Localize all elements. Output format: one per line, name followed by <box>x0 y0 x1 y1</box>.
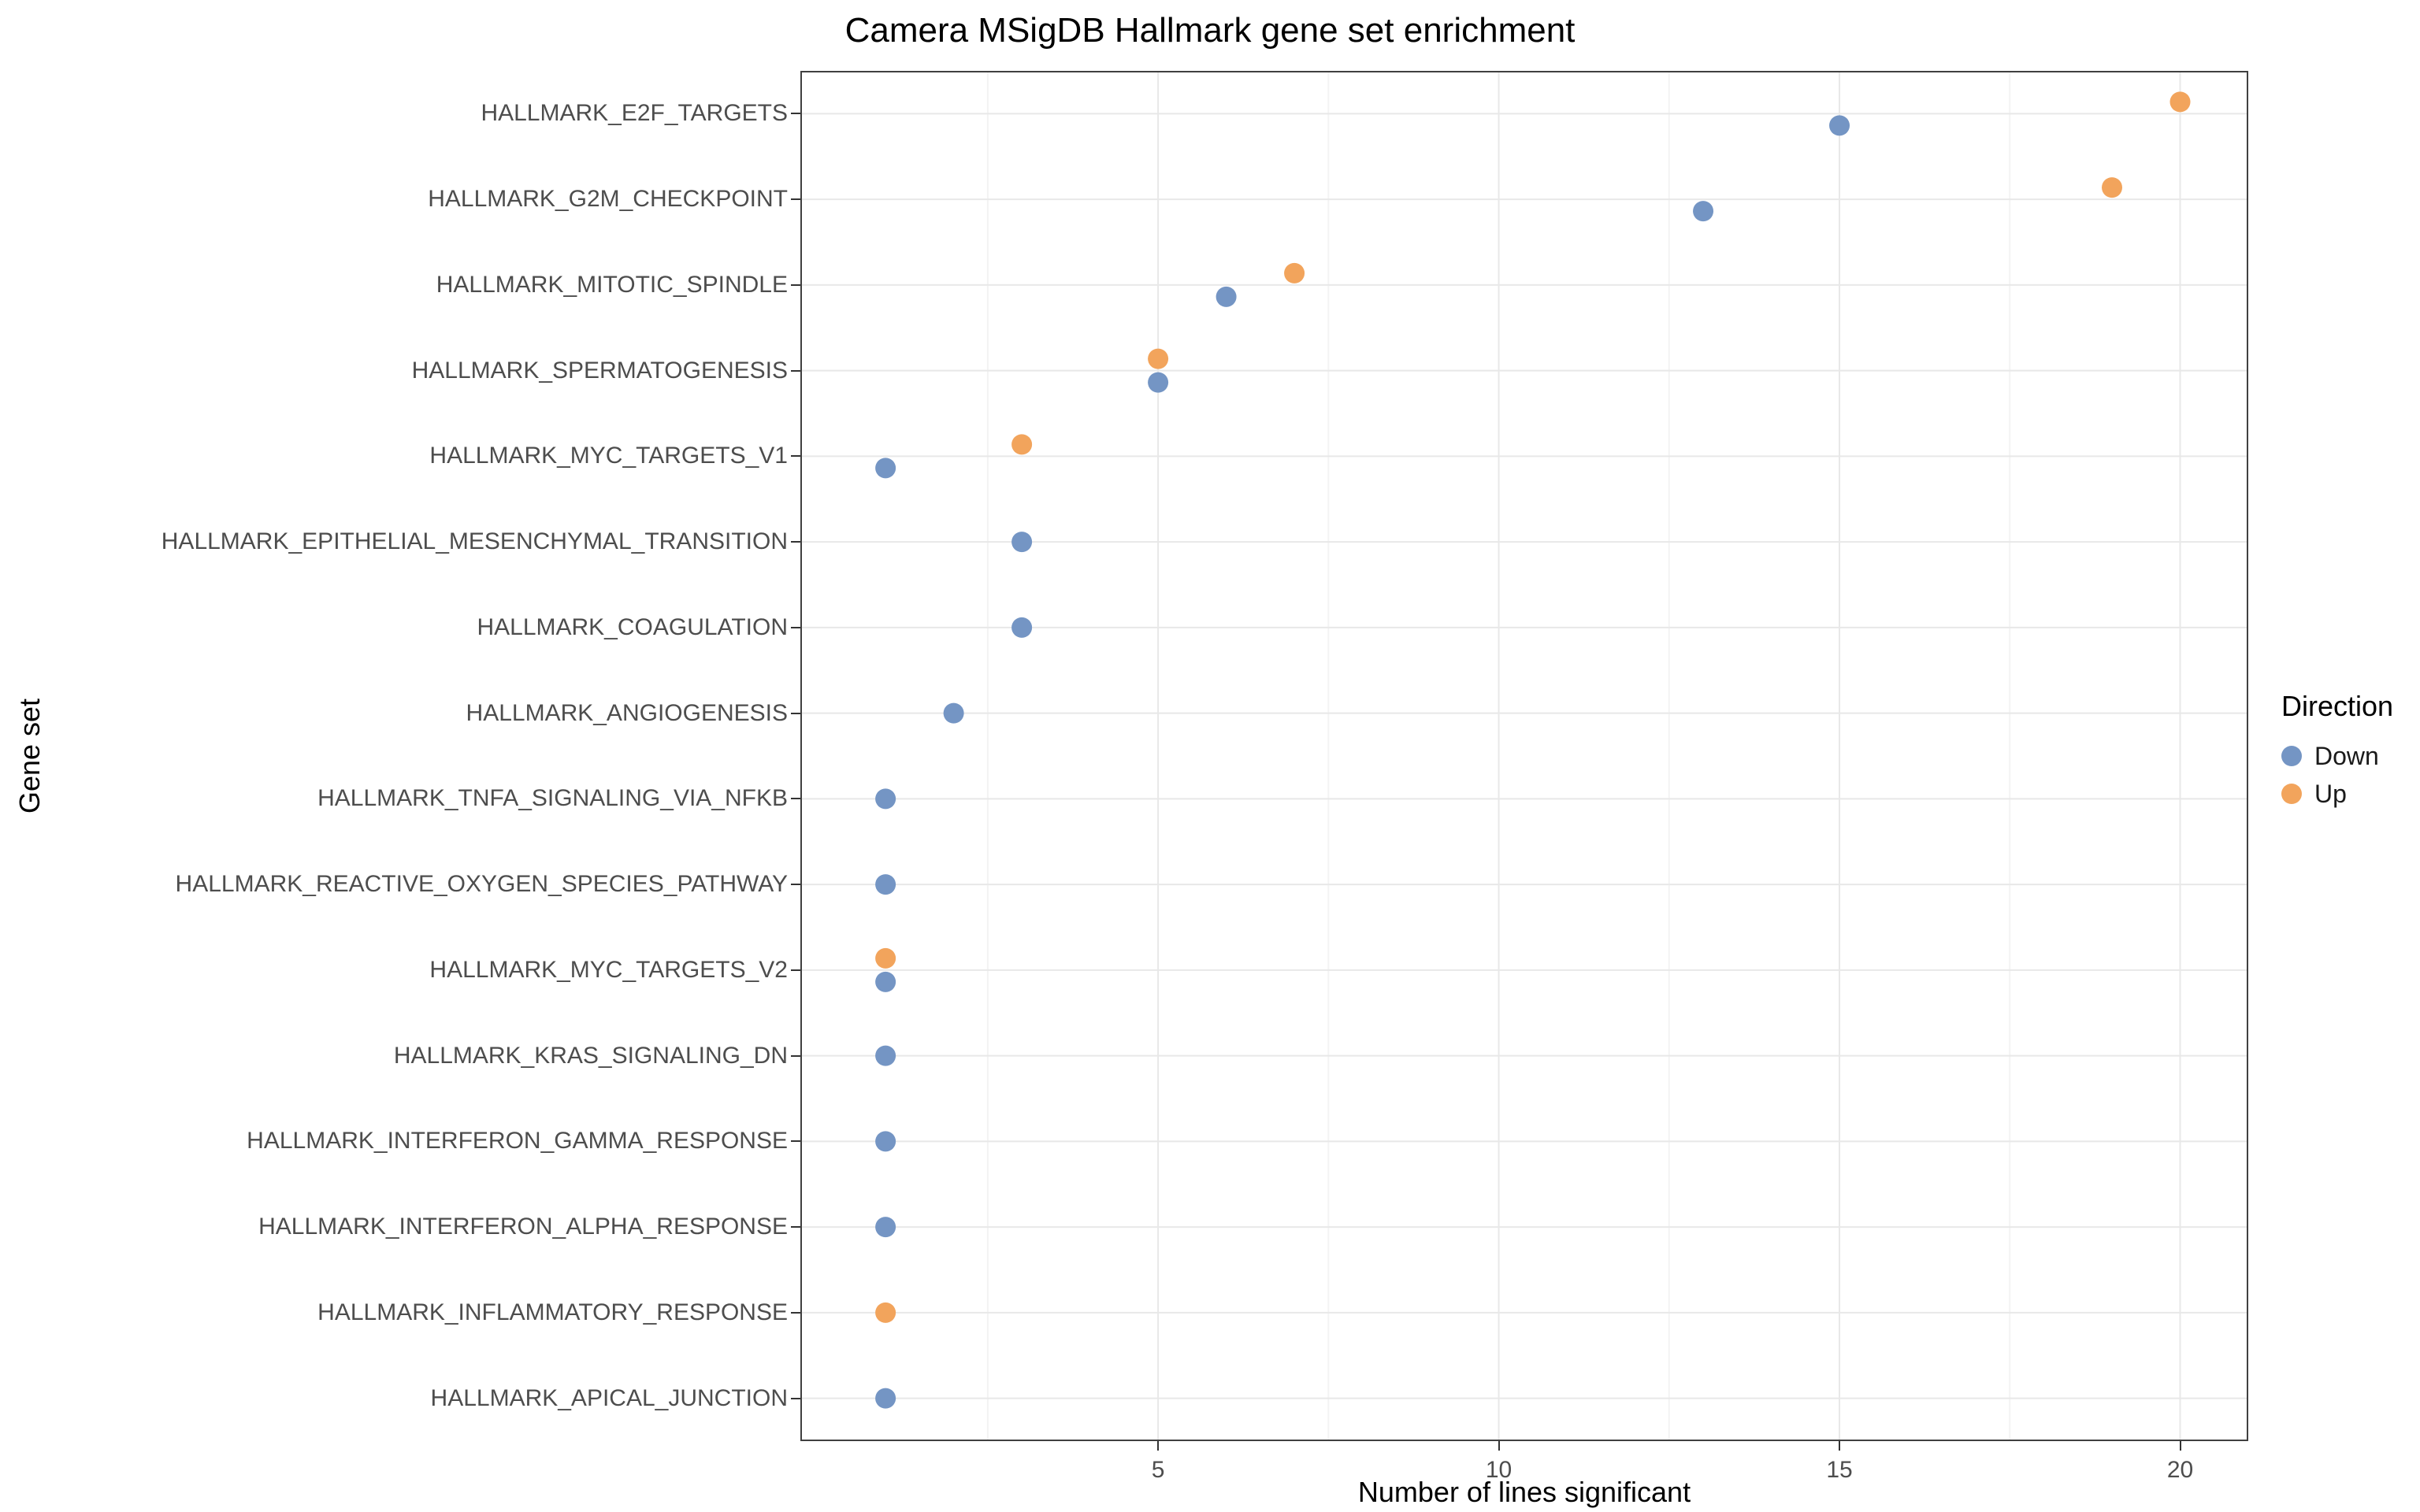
legend-title: Direction <box>2281 690 2394 722</box>
y-tick <box>791 1397 800 1399</box>
y-tick <box>791 455 800 458</box>
y-tick-label: HALLMARK_EPITHELIAL_MESENCHYMAL_TRANSITI… <box>161 528 788 555</box>
data-point-down <box>875 874 896 895</box>
x-tick <box>1498 1441 1500 1451</box>
y-tick-label: HALLMARK_SPERMATOGENESIS <box>411 357 788 384</box>
legend-swatch-down <box>2281 746 2302 766</box>
y-tick <box>791 369 800 372</box>
data-point-up <box>2169 91 2191 113</box>
y-tick-label: HALLMARK_COAGULATION <box>477 613 788 640</box>
y-tick <box>791 541 800 543</box>
data-point-down <box>1148 372 1169 393</box>
y-tick <box>791 1311 800 1314</box>
y-tick-label: HALLMARK_MYC_TARGETS_V2 <box>429 956 788 983</box>
x-tick-label: 5 <box>1151 1457 1165 1483</box>
y-tick-label: HALLMARK_G2M_CHECKPOINT <box>428 186 788 213</box>
y-axis-labels: HALLMARK_E2F_TARGETS HALLMARK_G2M_CHECKPO… <box>0 0 788 1512</box>
legend-items: Down Up <box>2281 737 2393 813</box>
data-point-down <box>1011 617 1033 638</box>
y-tick-label: HALLMARK_ANGIOGENESIS <box>466 699 788 726</box>
data-point-down <box>875 1045 896 1066</box>
data-point-up <box>2102 177 2123 198</box>
data-point-up <box>1011 434 1033 455</box>
y-tick-label: HALLMARK_TNFA_SIGNALING_VIA_NFKB <box>317 785 788 812</box>
y-tick <box>791 712 800 714</box>
x-tick <box>2179 1441 2181 1451</box>
chart-title: Camera MSigDB Hallmark gene set enrichme… <box>844 11 1576 50</box>
y-tick <box>791 1226 800 1228</box>
plot-panel <box>800 71 2248 1441</box>
y-tick-label: HALLMARK_KRAS_SIGNALING_DN <box>393 1042 788 1069</box>
y-tick <box>791 113 800 115</box>
x-tick <box>1157 1441 1160 1451</box>
x-tick-label: 15 <box>1826 1457 1853 1483</box>
y-tick-label: HALLMARK_INTERFERON_GAMMA_RESPONSE <box>247 1128 788 1154</box>
legend-item-down: Down <box>2281 737 2393 775</box>
y-tick <box>791 1140 800 1143</box>
legend: Direction Down Up <box>2281 690 2393 813</box>
y-tick <box>791 198 800 201</box>
data-point-down <box>1693 201 1714 222</box>
data-point-down <box>943 702 964 724</box>
panel-border <box>800 71 2248 1441</box>
data-point-up <box>1148 348 1169 369</box>
data-point-up <box>1284 262 1305 284</box>
legend-label: Down <box>2314 741 2379 770</box>
legend-item-up: Up <box>2281 775 2393 813</box>
x-axis-title: Number of lines significant <box>1357 1476 1691 1508</box>
y-tick-label: HALLMARK_MITOTIC_SPINDLE <box>436 271 788 298</box>
data-point-down <box>1216 286 1237 307</box>
legend-label: Up <box>2314 779 2347 808</box>
y-tick <box>791 1054 800 1057</box>
data-point-down <box>875 788 896 810</box>
y-tick <box>791 284 800 286</box>
data-point-down <box>875 971 896 992</box>
data-point-down <box>1011 532 1033 553</box>
data-point-down <box>875 1217 896 1238</box>
y-tick <box>791 969 800 971</box>
data-point-up <box>875 947 896 969</box>
legend-swatch-up <box>2281 784 2302 804</box>
y-tick <box>791 884 800 886</box>
y-tick-label: HALLMARK_INTERFERON_ALPHA_RESPONSE <box>258 1214 788 1240</box>
data-point-up <box>875 1302 896 1323</box>
x-tick <box>1839 1441 1841 1451</box>
y-tick <box>791 626 800 628</box>
data-point-down <box>875 1131 896 1152</box>
y-tick-label: HALLMARK_REACTIVE_OXYGEN_SPECIES_PATHWAY <box>175 871 788 898</box>
y-tick-label: HALLMARK_E2F_TARGETS <box>481 100 788 127</box>
x-tick-label: 10 <box>1485 1457 1512 1483</box>
data-point-down <box>875 1388 896 1409</box>
x-tick-label: 20 <box>2166 1457 2194 1483</box>
data-point-down <box>1829 115 1850 136</box>
y-tick <box>791 798 800 800</box>
y-tick-label: HALLMARK_INFLAMMATORY_RESPONSE <box>317 1299 788 1325</box>
y-tick-label: HALLMARK_APICAL_JUNCTION <box>430 1384 788 1411</box>
y-tick-label: HALLMARK_MYC_TARGETS_V1 <box>429 443 788 469</box>
data-point-down <box>875 458 896 479</box>
